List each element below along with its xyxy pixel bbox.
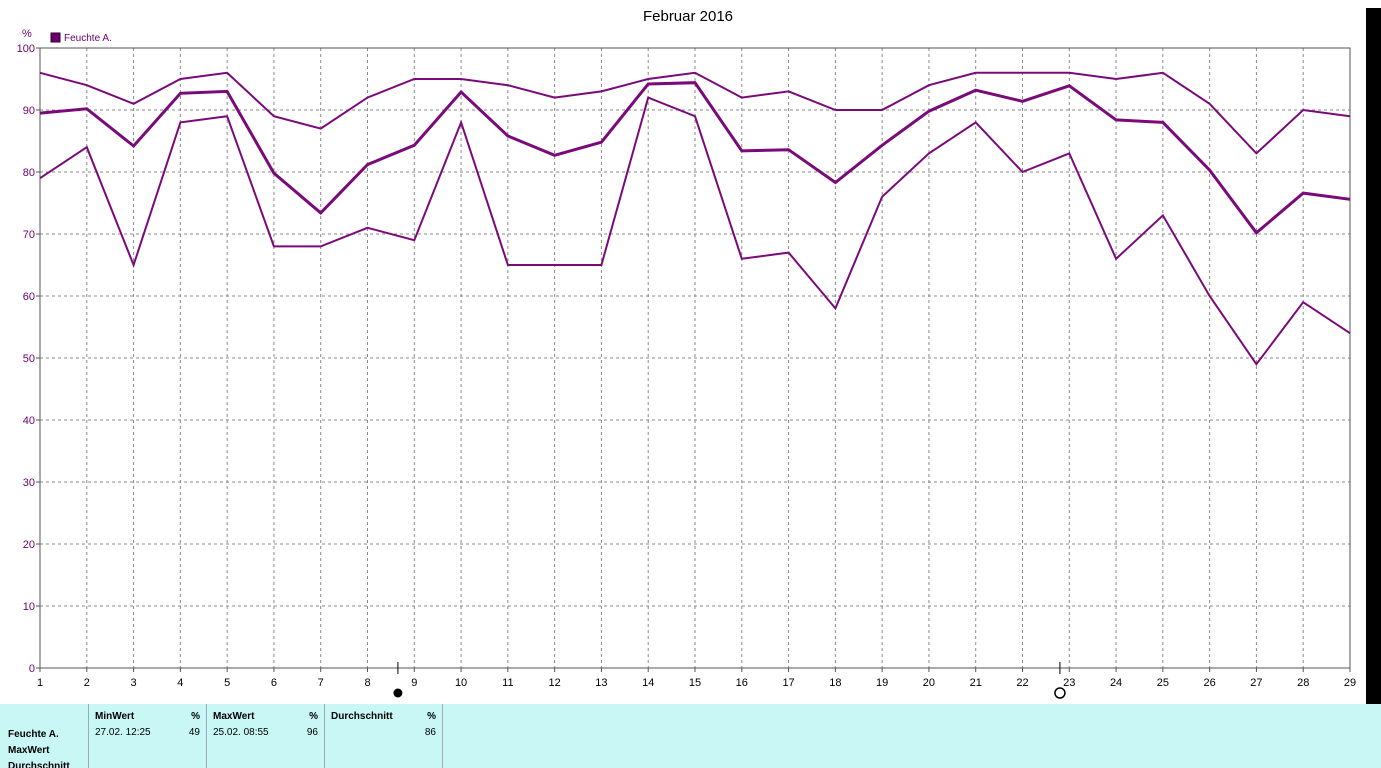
y-tick-label: 60	[23, 291, 35, 303]
column-date: 27.02. 12:25	[95, 727, 151, 738]
x-tick-label: 19	[876, 677, 888, 689]
row-label-durchschnitt: Durchschnitt	[8, 761, 70, 768]
stats-column-maxwert: MaxWert % 25.02. 08:55 96	[206, 704, 324, 768]
x-tick-label: 15	[689, 677, 701, 689]
column-value: 96	[306, 727, 318, 738]
column-value: 86	[424, 727, 436, 738]
x-tick-label: 25	[1157, 677, 1169, 689]
x-tick-label: 4	[177, 677, 183, 689]
column-unit: %	[309, 711, 318, 722]
row-label-sensor: Feuchte A.	[8, 729, 59, 740]
column-value: 49	[188, 727, 200, 738]
column-date: 25.02. 08:55	[213, 727, 269, 738]
window-edge	[1366, 8, 1381, 704]
series-line-average	[39, 81, 1351, 235]
plot-frame	[39, 47, 1351, 669]
legend-swatch	[50, 32, 61, 43]
x-tick-label: 24	[1110, 677, 1122, 689]
y-tick-label: 80	[23, 167, 35, 179]
x-axis: 1 2 3 4 5 6 7 8 9 10 11 12 13 14 15 16 17 18 19 20 21 22 23 24 2…	[37, 668, 1356, 689]
y-tick-label: 40	[23, 415, 35, 427]
column-unit: %	[191, 711, 200, 722]
column-header: Durchschnitt	[331, 711, 393, 722]
x-tick-label: 7	[318, 677, 324, 689]
stats-column-minwert: MinWert % 27.02. 12:25 49	[88, 704, 206, 768]
x-tick-label: 23	[1063, 677, 1075, 689]
x-tick-label: 13	[595, 677, 607, 689]
x-tick-label: 1	[37, 677, 43, 689]
chart-title: Februar 2016	[643, 8, 733, 25]
chart-area: Februar 2016 % Feuchte A. 0 10 20 30 40 50 60 7…	[17, 8, 1356, 699]
x-tick-label: 20	[923, 677, 935, 689]
column-header: MaxWert	[213, 711, 255, 722]
stats-column-durchschnitt: Durchschnitt % 86	[324, 704, 443, 768]
legend: Feuchte A.	[50, 32, 112, 44]
legend-label: Feuchte A.	[64, 33, 112, 44]
marker-group	[393, 662, 1066, 699]
y-tick-label: 100	[17, 43, 35, 55]
x-tick-label: 29	[1344, 677, 1356, 689]
y-axis-unit: %	[22, 28, 32, 40]
x-tick-label: 9	[411, 677, 417, 689]
column-header: MinWert	[95, 711, 135, 722]
filled-circle-marker	[393, 688, 403, 698]
y-tick-label: 30	[23, 477, 35, 489]
x-tick-label: 10	[455, 677, 467, 689]
y-tick-label: 20	[23, 539, 35, 551]
x-tick-label: 11	[502, 677, 513, 689]
stats-row-labels: Feuchte A. MaxWert Durchschnitt	[8, 727, 70, 768]
x-tick-label: 26	[1204, 677, 1216, 689]
statistics-panel: Feuchte A. MaxWert Durchschnitt MinWert …	[0, 704, 1381, 768]
column-unit: %	[427, 711, 436, 722]
x-tick-label: 21	[970, 677, 982, 689]
y-tick-label: 90	[23, 105, 35, 117]
y-axis: 0 10 20 30 40 50 60 70 80 90 100	[17, 43, 40, 675]
x-tick-label: 12	[549, 677, 561, 689]
x-tick-label: 28	[1297, 677, 1309, 689]
x-tick-label: 16	[736, 677, 748, 689]
y-tick-label: 50	[23, 353, 35, 365]
x-tick-label: 2	[84, 677, 90, 689]
x-tick-label: 6	[271, 677, 277, 689]
series-line-min	[39, 96, 1351, 366]
x-tick-label: 14	[642, 677, 654, 689]
x-tick-label: 17	[782, 677, 794, 689]
grid	[40, 48, 1350, 668]
series-group	[39, 71, 1351, 366]
x-tick-label: 22	[1016, 677, 1028, 689]
x-tick-label: 27	[1250, 677, 1262, 689]
x-tick-label: 18	[829, 677, 841, 689]
row-label-maxwert: MaxWert	[8, 745, 50, 756]
series-line-max	[39, 71, 1351, 155]
y-tick-label: 10	[23, 601, 35, 613]
x-tick-label: 5	[224, 677, 230, 689]
open-circle-marker	[1054, 687, 1066, 699]
x-tick-label: 3	[131, 677, 137, 689]
y-tick-label: 70	[23, 229, 35, 241]
x-tick-label: 8	[364, 677, 370, 689]
y-tick-label: 0	[29, 663, 35, 675]
